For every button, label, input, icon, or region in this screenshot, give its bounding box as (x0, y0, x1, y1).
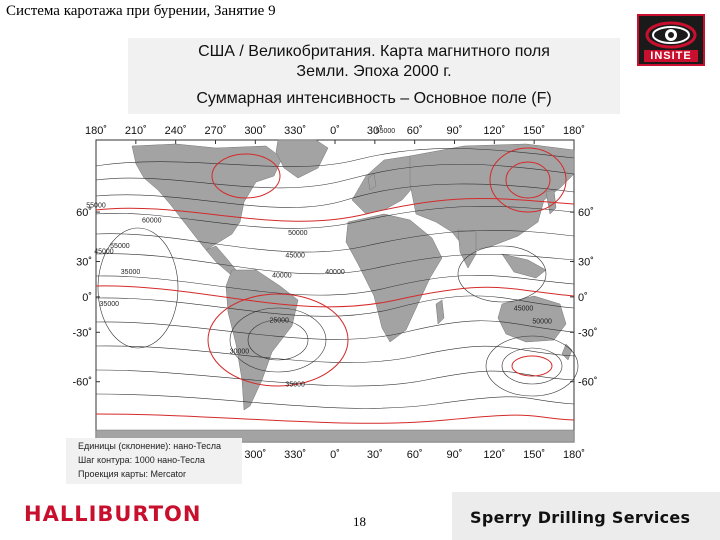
contour-value-label: 60000 (142, 218, 162, 225)
land-north-america (131, 143, 283, 251)
land-asia (409, 143, 575, 253)
major-contours (95, 147, 575, 424)
top-lon-label: 150˚ (523, 125, 545, 137)
bottom-lon-label: 330˚ (284, 449, 306, 461)
eye-icon (645, 21, 697, 49)
right-lat-label: -60˚ (578, 377, 598, 389)
contour-value-label: 40000 (325, 269, 345, 276)
land-greenland (275, 139, 329, 179)
land-uk (367, 173, 377, 191)
contour-value-label: 55000 (86, 202, 106, 209)
insite-logo-text: INSITE (644, 50, 698, 62)
bottom-lon-label: 0˚ (330, 449, 340, 461)
magnetic-map-figure: США / Великобритания. Карта магнитного п… (66, 38, 620, 484)
insite-logo: INSITE (637, 14, 705, 66)
left-lat-label: 30˚ (76, 257, 92, 269)
right-lat-label: 0˚ (578, 292, 588, 304)
left-lat-label: 60˚ (76, 207, 92, 219)
bottom-lon-label: 300˚ (244, 449, 266, 461)
top-lon-label: 180˚ (563, 125, 585, 137)
contour-value-label: 35000 (100, 301, 120, 308)
slide-title: Система каротажа при бурении, Занятие 9 (6, 3, 276, 19)
contour-value-label: 40000 (272, 273, 292, 280)
land-south-america (225, 269, 299, 411)
bottom-lon-label: 60˚ (407, 449, 423, 461)
map-title-line-2: Земли. Эпоха 2000 г. (296, 63, 452, 80)
land-australia (497, 295, 567, 343)
contour-value-label: 45000 (94, 248, 114, 255)
contour-value-label: 50000 (532, 318, 552, 325)
contour-value-label: 45000 (285, 253, 305, 260)
sperry-logo-text: Sperry Drilling Services (470, 508, 691, 527)
left-lat-label: -30˚ (72, 327, 92, 339)
contour-lines (95, 148, 579, 409)
top-lon-label: 30˚ (367, 125, 383, 137)
halliburton-logo: HALLIBURTON (24, 502, 202, 526)
right-lat-label: -30˚ (578, 327, 598, 339)
contour-value-label: 55000 (110, 243, 130, 250)
top-lon-label: 270˚ (204, 125, 226, 137)
contour-value-label: 50000 (288, 230, 308, 237)
top-lon-label: 240˚ (165, 125, 187, 137)
map-title-line-1: США / Великобритания. Карта магнитного п… (198, 43, 550, 60)
contour-value-label: 55000 (376, 128, 396, 135)
bottom-lon-label: 30˚ (367, 449, 383, 461)
page-number: 18 (353, 514, 366, 529)
map-legend: Единицы (склонение): нано-Тесла Шаг конт… (66, 438, 242, 484)
right-lat-label: 60˚ (578, 207, 594, 219)
left-latitude-labels: 60˚ 30˚ 0˚ -30˚ -60˚ (72, 207, 92, 389)
top-lon-label: 300˚ (244, 125, 266, 137)
right-lat-label: 30˚ (578, 257, 594, 269)
legend-projection: Проекция карты: Mercator (78, 469, 187, 479)
legend-contour-step: Шаг контура: 1000 нано-Тесла (78, 455, 205, 465)
map-title-block: США / Великобритания. Карта магнитного п… (128, 38, 620, 114)
legend-units: Единицы (склонение): нано-Тесла (78, 441, 221, 451)
top-lon-label: 60˚ (407, 125, 423, 137)
top-lon-label: 180˚ (85, 125, 107, 137)
land-india (457, 229, 477, 269)
top-longitude-labels: 180˚ 210˚ 240˚ 270˚ 300˚ 330˚ 0˚ 30˚ 60˚ 90˚ 120˚ 1… (85, 125, 585, 137)
top-lon-label: 120˚ (483, 125, 505, 137)
map-title-line-3: Суммарная интенсивность – Основное поле … (196, 90, 552, 107)
bottom-lon-label: 150˚ (523, 449, 545, 461)
right-latitude-labels: 60˚ 30˚ 0˚ -30˚ -60˚ (578, 207, 598, 389)
sperry-logo-box: Sperry Drilling Services (452, 492, 720, 540)
top-lon-label: 330˚ (284, 125, 306, 137)
bottom-lon-label: 120˚ (483, 449, 505, 461)
land-se-asia (501, 253, 547, 279)
world-map: 180˚ 210˚ 240˚ 270˚ 300˚ 330˚ 0˚ 30˚ 60˚ 90˚ 120˚ 1… (72, 125, 598, 461)
left-lat-label: -60˚ (72, 377, 92, 389)
left-lat-label: 0˚ (82, 292, 92, 304)
top-lon-label: 90˚ (447, 125, 463, 137)
land-madagascar (435, 299, 445, 325)
top-lon-label: 0˚ (330, 125, 340, 137)
top-lon-label: 210˚ (125, 125, 147, 137)
contour-value-label: 35000 (121, 269, 141, 276)
land-masses (95, 139, 575, 443)
contour-value-label: 45000 (514, 305, 534, 312)
contour-value-label: 25000 (269, 317, 289, 324)
bottom-lon-label: 90˚ (447, 449, 463, 461)
contour-value-label: 35000 (285, 381, 305, 388)
bottom-lon-label: 180˚ (563, 449, 585, 461)
contour-value-label: 30000 (230, 349, 250, 356)
contour-value-labels: 5500060000550004500035000350002500030000… (86, 128, 552, 388)
land-africa (345, 213, 443, 343)
